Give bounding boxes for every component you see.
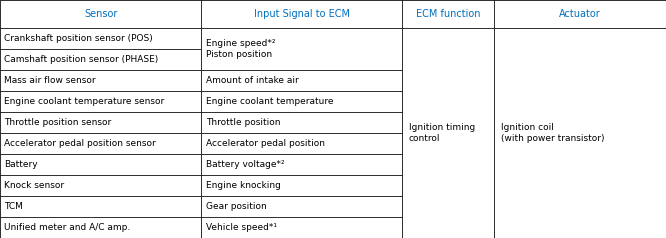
- Bar: [0, 154, 201, 175]
- Bar: [0, 133, 201, 154]
- Bar: [201, 0, 402, 28]
- Text: Battery: Battery: [4, 160, 37, 169]
- Text: Ignition coil
(with power transistor): Ignition coil (with power transistor): [501, 123, 604, 144]
- Text: Vehicle speed*¹: Vehicle speed*¹: [206, 223, 278, 232]
- Text: TCM: TCM: [4, 202, 23, 211]
- Bar: [201, 175, 402, 196]
- Bar: [0, 217, 201, 238]
- Bar: [0, 91, 201, 112]
- Bar: [494, 28, 666, 238]
- Bar: [402, 28, 494, 238]
- Bar: [0, 0, 201, 28]
- Text: Amount of intake air: Amount of intake air: [206, 76, 299, 85]
- Bar: [201, 28, 402, 70]
- Bar: [201, 133, 402, 154]
- Bar: [0, 49, 201, 70]
- Bar: [0, 112, 201, 133]
- Bar: [201, 196, 402, 217]
- Bar: [494, 0, 666, 28]
- Text: Engine coolant temperature: Engine coolant temperature: [206, 97, 334, 106]
- Bar: [0, 28, 201, 49]
- Text: Throttle position sensor: Throttle position sensor: [4, 118, 111, 127]
- Text: Camshaft position sensor (PHASE): Camshaft position sensor (PHASE): [4, 55, 159, 64]
- Text: Gear position: Gear position: [206, 202, 267, 211]
- Text: Battery voltage*²: Battery voltage*²: [206, 160, 285, 169]
- Text: Engine coolant temperature sensor: Engine coolant temperature sensor: [4, 97, 165, 106]
- Text: Input Signal to ECM: Input Signal to ECM: [254, 9, 350, 19]
- Bar: [0, 196, 201, 217]
- Text: Accelerator pedal position: Accelerator pedal position: [206, 139, 326, 148]
- Text: Mass air flow sensor: Mass air flow sensor: [4, 76, 96, 85]
- Bar: [201, 154, 402, 175]
- Bar: [201, 112, 402, 133]
- Text: Engine knocking: Engine knocking: [206, 181, 281, 190]
- Bar: [201, 70, 402, 91]
- Text: Sensor: Sensor: [84, 9, 117, 19]
- Bar: [0, 175, 201, 196]
- Text: Unified meter and A/C amp.: Unified meter and A/C amp.: [4, 223, 131, 232]
- Text: Crankshaft position sensor (POS): Crankshaft position sensor (POS): [4, 34, 153, 43]
- Text: Ignition timing
control: Ignition timing control: [409, 123, 475, 144]
- Bar: [0, 70, 201, 91]
- Text: Engine speed*²
Piston position: Engine speed*² Piston position: [206, 39, 276, 60]
- Text: Knock sensor: Knock sensor: [4, 181, 64, 190]
- Bar: [201, 217, 402, 238]
- Text: Throttle position: Throttle position: [206, 118, 281, 127]
- Bar: [402, 0, 494, 28]
- Text: Actuator: Actuator: [559, 9, 601, 19]
- Text: Accelerator pedal position sensor: Accelerator pedal position sensor: [4, 139, 156, 148]
- Text: ECM function: ECM function: [416, 9, 480, 19]
- Bar: [201, 91, 402, 112]
